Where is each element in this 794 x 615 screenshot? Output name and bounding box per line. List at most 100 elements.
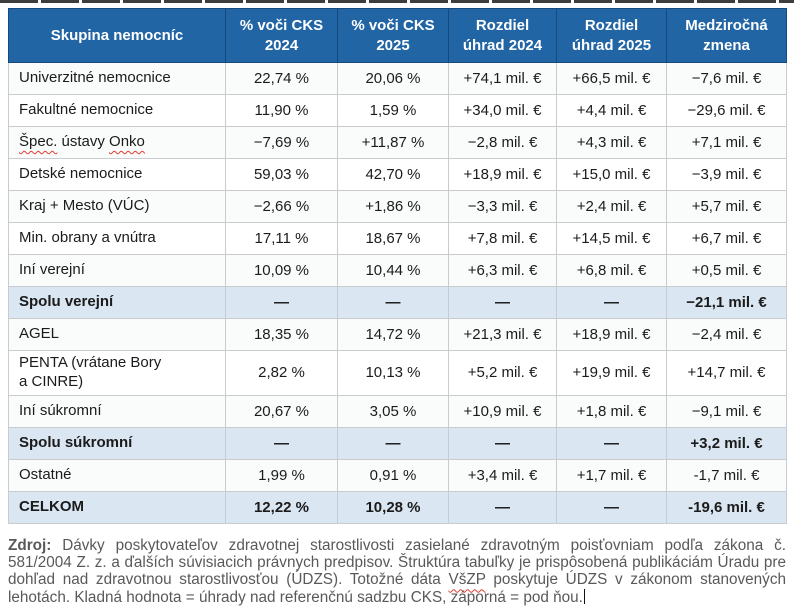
summary-row: Spolu verejní — — — — −21,1 mil. € xyxy=(8,286,787,319)
misspelled-word: Špec. xyxy=(19,133,58,151)
hospital-groups-table: Skupina nemocníc % voči CKS 2024 % voči … xyxy=(8,8,787,524)
value-cell: 10,09 % xyxy=(225,254,338,287)
value-cell: — xyxy=(556,490,667,524)
group-name-text: ústavy xyxy=(57,133,110,151)
summary-row: CELKOM 12,22 % 10,28 % — — -19,6 mil. € xyxy=(8,490,787,524)
value-cell: 59,03 % xyxy=(225,158,338,191)
column-header-pct-cks-2025: % voči CKS 2025 xyxy=(337,8,449,63)
value-cell: +66,5 mil. € xyxy=(556,62,667,95)
value-cell: — xyxy=(448,286,557,319)
value-cell: +34,0 mil. € xyxy=(448,94,557,127)
column-header-pct-cks-2024: % voči CKS 2024 xyxy=(225,8,338,63)
value-cell: 14,72 % xyxy=(337,318,449,351)
value-cell: — xyxy=(556,426,667,460)
group-name-cell: Spolu verejní xyxy=(8,286,226,319)
value-cell: — xyxy=(225,286,338,319)
value-cell: — xyxy=(556,286,667,319)
value-cell: −9,1 mil. € xyxy=(666,394,787,428)
table-row: Univerzitné nemocnice 22,74 % 20,06 % +74,1… xyxy=(8,62,787,95)
value-cell: +5,2 mil. € xyxy=(448,350,557,396)
table-row: Ostatné 1,99 % 0,91 % +3,4 mil. € +1,7 mil. … xyxy=(8,458,787,492)
column-header-medzirocna-zmena: Medziročná zmena xyxy=(666,8,787,63)
group-name-cell: Kraj + Mesto (VÚC) xyxy=(8,190,226,223)
value-cell: 20,06 % xyxy=(337,62,449,95)
group-name-cell: PENTA (vrátane Bory a CINRE) xyxy=(8,350,226,396)
value-cell: −3,3 mil. € xyxy=(448,190,557,223)
value-cell: 10,28 % xyxy=(337,490,449,524)
value-cell: 11,90 % xyxy=(225,94,338,127)
group-name-cell: CELKOM xyxy=(8,490,226,524)
value-cell: +4,3 mil. € xyxy=(556,126,667,159)
value-cell: +1,7 mil. € xyxy=(556,458,667,492)
value-cell: −3,9 mil. € xyxy=(666,158,787,191)
value-cell: 20,67 % xyxy=(225,394,338,428)
column-header-rozdiel-2024: Rozdiel úhrad 2024 xyxy=(448,8,557,63)
value-cell: 17,11 % xyxy=(225,222,338,255)
value-cell: +21,3 mil. € xyxy=(448,318,557,351)
value-cell: +3,2 mil. € xyxy=(666,426,787,460)
source-text-2: poskytuje ÚDZS v zákonom stanovených leh… xyxy=(8,571,786,606)
value-cell: −7,6 mil. € xyxy=(666,62,787,95)
value-cell: +6,3 mil. € xyxy=(448,254,557,287)
value-cell: +11,87 % xyxy=(337,126,449,159)
table-row: Špec. ústavy Onko −7,69 % +11,87 % −2,8 mil… xyxy=(8,126,787,159)
value-cell: -1,7 mil. € xyxy=(666,458,787,492)
value-cell: +4,4 mil. € xyxy=(556,94,667,127)
value-cell: +2,4 mil. € xyxy=(556,190,667,223)
value-cell: +14,7 mil. € xyxy=(666,350,787,396)
value-cell: −21,1 mil. € xyxy=(666,286,787,319)
group-name-cell: Fakultné nemocnice xyxy=(8,94,226,127)
table-row: Kraj + Mesto (VÚC) −2,66 % +1,86 % −3,3 mil… xyxy=(8,190,787,223)
value-cell: +1,86 % xyxy=(337,190,449,223)
value-cell: −7,69 % xyxy=(225,126,338,159)
misspelled-word-vszp: VšZP xyxy=(448,571,486,589)
table-row: Min. obrany a vnútra 17,11 % 18,67 % +7,8 m… xyxy=(8,222,787,255)
value-cell: 22,74 % xyxy=(225,62,338,95)
value-cell: +6,7 mil. € xyxy=(666,222,787,255)
table-row: AGEL 18,35 % 14,72 % +21,3 mil. € +18,9 mil.… xyxy=(8,318,787,351)
value-cell: — xyxy=(337,286,449,319)
group-name-cell: Min. obrany a vnútra xyxy=(8,222,226,255)
table-row: Iní verejní 10,09 % 10,44 % +6,3 mil. € +6,8… xyxy=(8,254,787,287)
source-note: Zdroj: Dávky poskytovateľov zdravotnej s… xyxy=(8,537,786,607)
misspelled-word: Onko xyxy=(109,133,145,151)
source-label: Zdroj: xyxy=(8,536,52,554)
value-cell: +14,5 mil. € xyxy=(556,222,667,255)
table-row: PENTA (vrátane Bory a CINRE) 2,82 % 10,13 … xyxy=(8,350,787,396)
header-row: Skupina nemocníc % voči CKS 2024 % voči … xyxy=(8,8,787,63)
value-cell: 3,05 % xyxy=(337,394,449,428)
value-cell: — xyxy=(448,490,557,524)
page-boundary-line xyxy=(0,0,794,3)
value-cell: +6,8 mil. € xyxy=(556,254,667,287)
table-row: Detské nemocnice 59,03 % 42,70 % +18,9 mil.… xyxy=(8,158,787,191)
value-cell: 42,70 % xyxy=(337,158,449,191)
column-header-rozdiel-2025: Rozdiel úhrad 2025 xyxy=(556,8,667,63)
group-name-cell: Spolu súkromní xyxy=(8,426,226,460)
summary-row: Spolu súkromní — — — — +3,2 mil. € xyxy=(8,426,787,460)
value-cell: −2,8 mil. € xyxy=(448,126,557,159)
value-cell: 1,59 % xyxy=(337,94,449,127)
value-cell: 12,22 % xyxy=(225,490,338,524)
table-header: Skupina nemocníc % voči CKS 2024 % voči … xyxy=(8,8,787,63)
value-cell: 10,13 % xyxy=(337,350,449,396)
document-page: Skupina nemocníc % voči CKS 2024 % voči … xyxy=(0,3,794,606)
value-cell: +3,4 mil. € xyxy=(448,458,557,492)
value-cell: — xyxy=(448,426,557,460)
table-body: Univerzitné nemocnice 22,74 % 20,06 % +74,1… xyxy=(8,62,787,524)
value-cell: -19,6 mil. € xyxy=(666,490,787,524)
value-cell: — xyxy=(337,426,449,460)
table-row: Fakultné nemocnice 11,90 % 1,59 % +34,0 mil… xyxy=(8,94,787,127)
value-cell: +10,9 mil. € xyxy=(448,394,557,428)
value-cell: +5,7 mil. € xyxy=(666,190,787,223)
group-name-cell: Iní verejní xyxy=(8,254,226,287)
text-cursor xyxy=(583,588,585,604)
value-cell: 1,99 % xyxy=(225,458,338,492)
value-cell: −29,6 mil. € xyxy=(666,94,787,127)
value-cell: +18,9 mil. € xyxy=(556,318,667,351)
value-cell: +1,8 mil. € xyxy=(556,394,667,428)
group-name-cell: AGEL xyxy=(8,318,226,351)
group-name-cell: Iní súkromní xyxy=(8,394,226,428)
value-cell: 2,82 % xyxy=(225,350,338,396)
table-row: Iní súkromní 20,67 % 3,05 % +10,9 mil. € +1,… xyxy=(8,394,787,428)
value-cell: +74,1 mil. € xyxy=(448,62,557,95)
